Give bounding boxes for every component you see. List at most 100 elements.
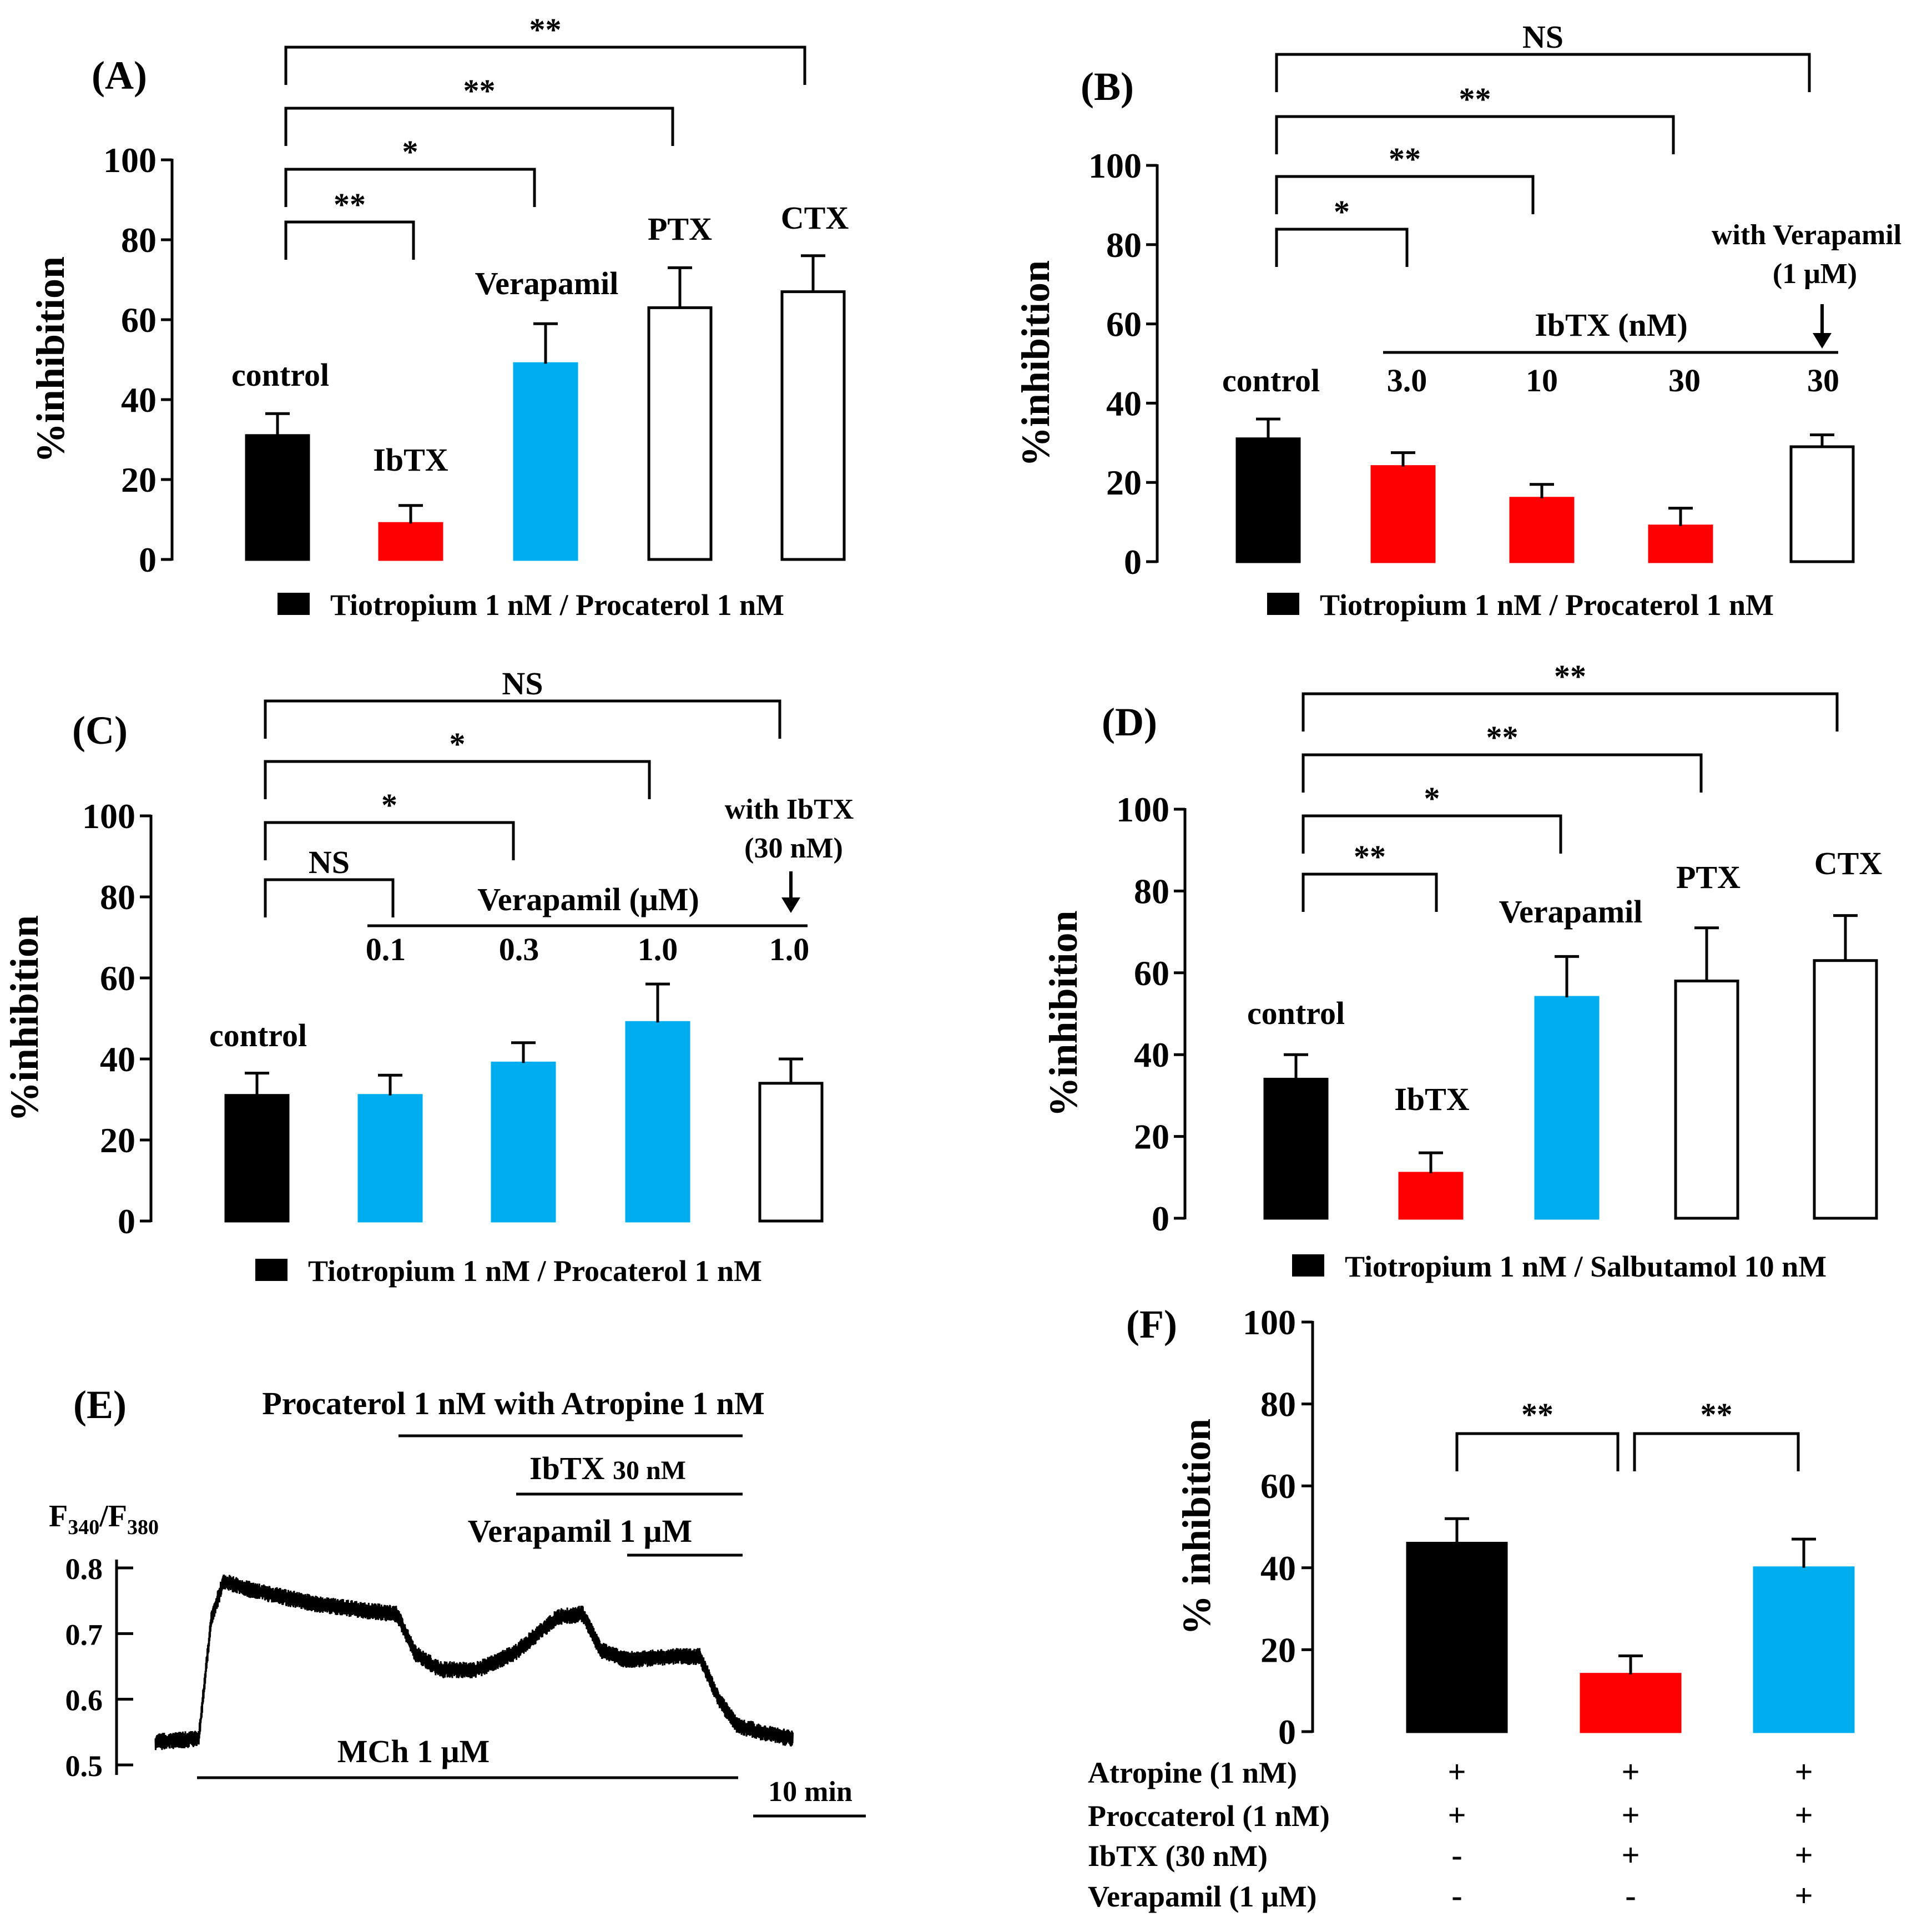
bar-2	[513, 362, 578, 561]
significance-bracket	[264, 878, 395, 917]
y-tick-label: 20	[1106, 463, 1142, 502]
bar-1	[1370, 465, 1436, 563]
y-tick-label: 20	[1260, 1630, 1296, 1669]
category-label: 3.0	[1387, 362, 1427, 398]
significance-bracket	[1455, 1432, 1620, 1471]
y-tick-label: 20	[100, 1121, 135, 1160]
y-tick-label: 60	[1134, 954, 1169, 993]
legend-label: Tiotropium 1 nM / Procaterol 1 nM	[330, 588, 784, 622]
legend-swatch	[255, 1259, 287, 1281]
y-tick-label: 0.5	[65, 1749, 103, 1783]
y-tick-label: 100	[82, 796, 135, 836]
condition-sign: +	[1794, 1797, 1813, 1833]
significance-bracket	[1275, 175, 1535, 214]
bar-0	[245, 434, 310, 561]
y-tick-label: 40	[1106, 384, 1142, 423]
bar-0	[224, 1094, 290, 1223]
legend-label: Tiotropium 1 nM / Procaterol 1 nM	[1320, 588, 1774, 622]
condition-label: IbTX 30 nM	[529, 1450, 686, 1486]
bar-0	[1263, 1077, 1329, 1220]
y-axis-title: %inhibition	[1041, 910, 1086, 1117]
y-tick-label: 40	[121, 380, 157, 420]
bar-2	[1753, 1566, 1855, 1733]
significance-bracket	[1275, 115, 1675, 154]
y-title-part: /F	[99, 1499, 127, 1533]
bar-2	[1509, 497, 1575, 563]
category-label: 0.3	[499, 931, 539, 967]
significance-label: *	[1424, 780, 1440, 816]
y-tick-label: 60	[1260, 1466, 1296, 1506]
y-tick-label: 60	[121, 300, 157, 340]
significance-bracket	[264, 821, 515, 860]
condition-sign: +	[1621, 1754, 1640, 1790]
category-label: IbTX	[1394, 1081, 1470, 1117]
panel-c: (C) 0 20 40 60 80 100 %inhibition control 0.1 0.3 1…	[2, 665, 854, 1288]
category-label: PTX	[1676, 859, 1741, 895]
significance-label: **	[334, 186, 366, 223]
y-axis-title: F340/F380	[49, 1499, 159, 1539]
significance-label: **	[463, 73, 496, 109]
y-axis-title: %inhibition	[2, 915, 47, 1122]
category-label: IbTX	[373, 442, 448, 478]
significance-label: **	[529, 12, 562, 48]
y-tick-label: 0	[1278, 1712, 1296, 1752]
group-label: IbTX (nM)	[1535, 307, 1688, 343]
bar-3	[1648, 524, 1713, 563]
note-label: with IbTX	[725, 794, 854, 825]
y-tick-label: 20	[1134, 1117, 1169, 1157]
bar-0	[1406, 1542, 1508, 1733]
category-label: control	[1247, 995, 1345, 1031]
bar-1	[357, 1094, 423, 1223]
condition-sign: +	[1621, 1797, 1640, 1833]
panel-label: (E)	[73, 1383, 127, 1427]
significance-label: **	[1389, 141, 1421, 177]
significance-bracket	[284, 46, 806, 85]
significance-label: **	[1459, 81, 1491, 117]
significance-label: **	[1521, 1396, 1553, 1432]
note-label: (30 nM)	[744, 833, 843, 864]
category-label: 30	[1668, 362, 1701, 398]
condition-sign: +	[1794, 1837, 1813, 1873]
bar-0	[1235, 437, 1301, 563]
significance-label: *	[381, 787, 397, 823]
significance-bracket	[1275, 53, 1811, 92]
legend-swatch	[1292, 1254, 1324, 1277]
significance-label: NS	[1522, 19, 1563, 55]
y-title-part: 380	[127, 1516, 159, 1539]
y-tick-label: 0.7	[65, 1618, 103, 1651]
y-tick-label: 0.6	[65, 1684, 103, 1717]
panel-label: (F)	[1126, 1302, 1177, 1346]
significance-label: **	[1486, 719, 1519, 755]
bar-1	[378, 522, 443, 561]
panel-b: (B) 0 20 40 60 80 100 %inhibition control 3.0 10 30…	[1013, 19, 1901, 622]
y-tick-label: 40	[1134, 1035, 1169, 1074]
ibtx-conc: 30 nM	[613, 1456, 686, 1485]
legend-label: Tiotropium 1 nM / Salbutamol 10 nM	[1345, 1250, 1827, 1283]
condition-sign: +	[1621, 1837, 1640, 1873]
bar-4	[1789, 445, 1855, 563]
ibtx-space	[604, 1450, 613, 1486]
group-label: Verapamil (μM)	[477, 881, 699, 917]
significance-bracket	[284, 168, 536, 207]
significance-bracket	[264, 699, 781, 739]
significance-bracket	[1302, 753, 1703, 793]
bar-1	[1398, 1172, 1464, 1220]
y-title-part: 340	[68, 1516, 99, 1539]
y-tick-label: 0	[1152, 1199, 1169, 1238]
bar-3	[647, 306, 713, 561]
panel-label: (A)	[92, 53, 147, 98]
y-tick-label: 80	[1260, 1385, 1296, 1424]
y-tick-label: 80	[1134, 871, 1169, 911]
condition-row-label: IbTX (30 nM)	[1088, 1839, 1268, 1873]
bar-2	[1534, 996, 1600, 1220]
category-label: control	[231, 357, 329, 393]
significance-label: *	[402, 134, 418, 170]
condition-sign: -	[1451, 1837, 1462, 1873]
y-tick-label: 100	[103, 140, 157, 180]
y-tick-label: 0	[1124, 542, 1142, 582]
category-label: Verapamil	[1499, 894, 1643, 930]
y-tick-label: 0	[139, 540, 157, 579]
panel-label: (B)	[1081, 64, 1134, 109]
bar-4	[780, 290, 846, 561]
